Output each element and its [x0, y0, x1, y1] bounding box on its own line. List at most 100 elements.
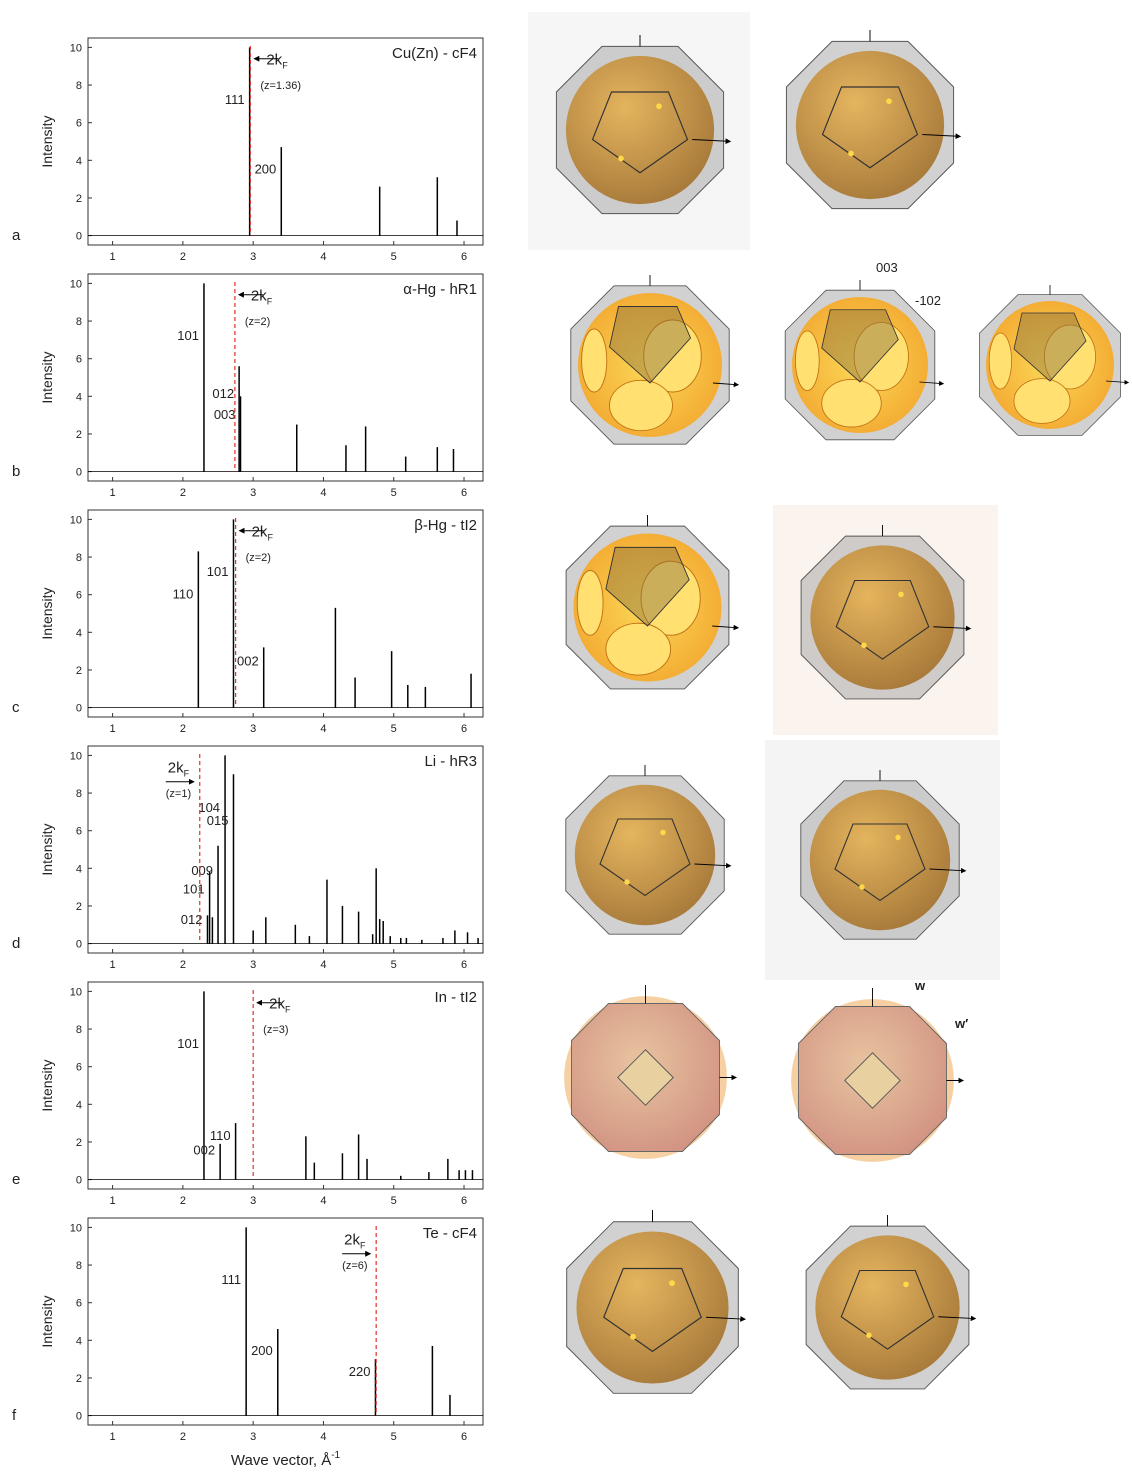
peak-label: 009: [191, 863, 213, 878]
chart-panel: 02468101234561101010022kF(z=2)β-Hg - tI2…: [12, 510, 483, 735]
peak-label: 015: [207, 813, 229, 828]
panel-letter: e: [12, 1171, 20, 1188]
y-tick-label: 10: [70, 1222, 82, 1234]
kf-note: (z=1): [166, 788, 191, 800]
y-tick-label: 0: [76, 703, 82, 715]
zone-image: [806, 1206, 975, 1389]
x-tick-label: 2: [180, 1431, 186, 1443]
x-tick-label: 1: [110, 251, 116, 263]
peak-label: 200: [255, 162, 277, 177]
x-axis-label-main: Wave vector, Å: [231, 1452, 331, 1469]
x-tick-label: 6: [461, 1195, 467, 1207]
plot-frame: [88, 1218, 483, 1425]
x-tick-label: 1: [110, 723, 116, 735]
kf-label-main: 2k: [252, 523, 268, 540]
kf-note: (z=1.36): [260, 80, 301, 92]
x-tick-label: 5: [391, 1431, 397, 1443]
panel-letter: d: [12, 935, 20, 952]
kf-label-main: 2k: [269, 995, 285, 1012]
x-tick-label: 2: [180, 723, 186, 735]
peak-label: 110: [173, 586, 194, 601]
x-tick-label: 4: [320, 1195, 326, 1207]
x-tick-label: 2: [180, 959, 186, 971]
peak-label: 101: [177, 1036, 199, 1051]
y-tick-label: 0: [76, 939, 82, 951]
x-tick-label: 3: [250, 1431, 256, 1443]
x-tick-label: 4: [320, 723, 326, 735]
y-tick-label: 8: [76, 552, 82, 564]
y-tick-label: 8: [76, 1024, 82, 1036]
kf-label-main: 2k: [251, 287, 267, 304]
zone-image: [980, 277, 1129, 435]
chart-title: β-Hg - tI2: [414, 517, 477, 534]
y-tick-label: 4: [76, 627, 82, 639]
zone-image: [567, 1200, 745, 1393]
y-tick-label: 2: [76, 665, 82, 677]
kf-label-main: 2k: [266, 51, 282, 68]
y-tick-label: 2: [76, 1373, 82, 1385]
x-axis-label-sup: -1: [331, 1450, 340, 1461]
y-axis-label: Intensity: [39, 1059, 55, 1111]
zone-images: 003 -102 w w′: [528, 12, 1128, 1393]
peak-label: 002: [193, 1143, 215, 1158]
kf-label-main: 2k: [344, 1231, 360, 1248]
panel-letter: b: [12, 463, 20, 480]
chart-panel: 02468101234560121010091040152kF(z=1)Li -…: [12, 746, 483, 971]
kf-label-sub: F: [267, 532, 273, 542]
kf-label-sub: F: [184, 768, 190, 778]
kf-label-sub: F: [360, 1240, 366, 1250]
kf-label-main: 2k: [168, 759, 184, 776]
y-tick-label: 0: [76, 1411, 82, 1423]
x-tick-label: 1: [110, 487, 116, 499]
y-tick-label: 6: [76, 1298, 82, 1310]
y-tick-label: 6: [76, 590, 82, 602]
x-tick-label: 6: [461, 1431, 467, 1443]
y-axis-label: Intensity: [39, 351, 55, 403]
chart-title: Cu(Zn) - cF4: [392, 45, 477, 62]
zone-label: w: [914, 978, 926, 993]
y-tick-label: 8: [76, 316, 82, 328]
peak-label: 111: [221, 1272, 241, 1287]
peak-label: 002: [237, 653, 259, 668]
x-tick-label: 6: [461, 251, 467, 263]
y-tick-label: 0: [76, 467, 82, 479]
x-tick-label: 6: [461, 959, 467, 971]
x-tick-label: 3: [250, 723, 256, 735]
y-tick-label: 2: [76, 193, 82, 205]
kf-label-sub: F: [285, 1004, 291, 1014]
zone-label: 003: [876, 260, 898, 275]
plot-frame: [88, 274, 483, 481]
x-tick-label: 4: [320, 959, 326, 971]
panel-letter: c: [12, 699, 20, 716]
chart-title: In - tI2: [434, 989, 477, 1006]
y-tick-label: 4: [76, 155, 82, 167]
peak-label: 111: [225, 92, 245, 107]
x-tick-label: 6: [461, 487, 467, 499]
y-tick-label: 10: [70, 986, 82, 998]
zone-label: -102: [915, 293, 941, 308]
y-axis-label: Intensity: [39, 1295, 55, 1347]
kf-note: (z=6): [342, 1260, 367, 1272]
x-tick-label: 2: [180, 487, 186, 499]
panel-letter: a: [12, 227, 21, 244]
y-tick-label: 6: [76, 826, 82, 838]
x-tick-label: 4: [320, 487, 326, 499]
y-tick-label: 6: [76, 1062, 82, 1074]
x-tick-label: 6: [461, 723, 467, 735]
peak-label: 101: [183, 882, 205, 897]
x-tick-label: 4: [320, 251, 326, 263]
y-tick-label: 0: [76, 231, 82, 243]
y-tick-label: 6: [76, 354, 82, 366]
chart-panel: 02468101234561112002202kF(z=6)Te - cF4In…: [12, 1218, 483, 1469]
peak-label: 003: [214, 407, 236, 422]
x-tick-label: 3: [250, 959, 256, 971]
zone-image: [786, 21, 960, 209]
x-tick-label: 5: [391, 959, 397, 971]
peak-label: 110: [210, 1128, 231, 1143]
y-tick-label: 6: [76, 118, 82, 130]
y-tick-label: 8: [76, 80, 82, 92]
y-tick-label: 0: [76, 1175, 82, 1187]
chart-title: Li - hR3: [424, 753, 477, 770]
x-axis-label: Wave vector, Å-1: [231, 1450, 341, 1469]
